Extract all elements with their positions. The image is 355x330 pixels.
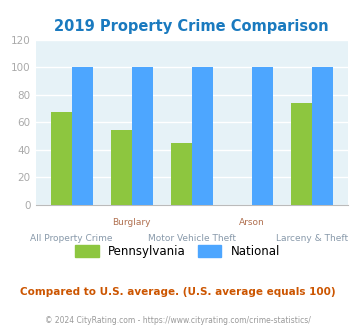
Bar — [252, 67, 273, 205]
Text: Arson: Arson — [239, 218, 264, 227]
Bar — [111, 130, 132, 205]
Text: All Property Crime: All Property Crime — [30, 234, 113, 243]
Text: Burglary: Burglary — [113, 218, 151, 227]
Text: Motor Vehicle Theft: Motor Vehicle Theft — [148, 234, 236, 243]
Text: © 2024 CityRating.com - https://www.cityrating.com/crime-statistics/: © 2024 CityRating.com - https://www.city… — [45, 316, 310, 325]
Bar — [50, 113, 72, 205]
Text: Compared to U.S. average. (U.S. average equals 100): Compared to U.S. average. (U.S. average … — [20, 287, 335, 297]
Text: Larceny & Theft: Larceny & Theft — [276, 234, 348, 243]
Bar — [171, 143, 192, 205]
Title: 2019 Property Crime Comparison: 2019 Property Crime Comparison — [54, 19, 329, 34]
Bar — [291, 103, 312, 205]
Bar — [72, 67, 93, 205]
Legend: Pennsylvania, National: Pennsylvania, National — [75, 245, 280, 258]
Bar — [132, 67, 153, 205]
Bar — [312, 67, 333, 205]
Bar — [192, 67, 213, 205]
